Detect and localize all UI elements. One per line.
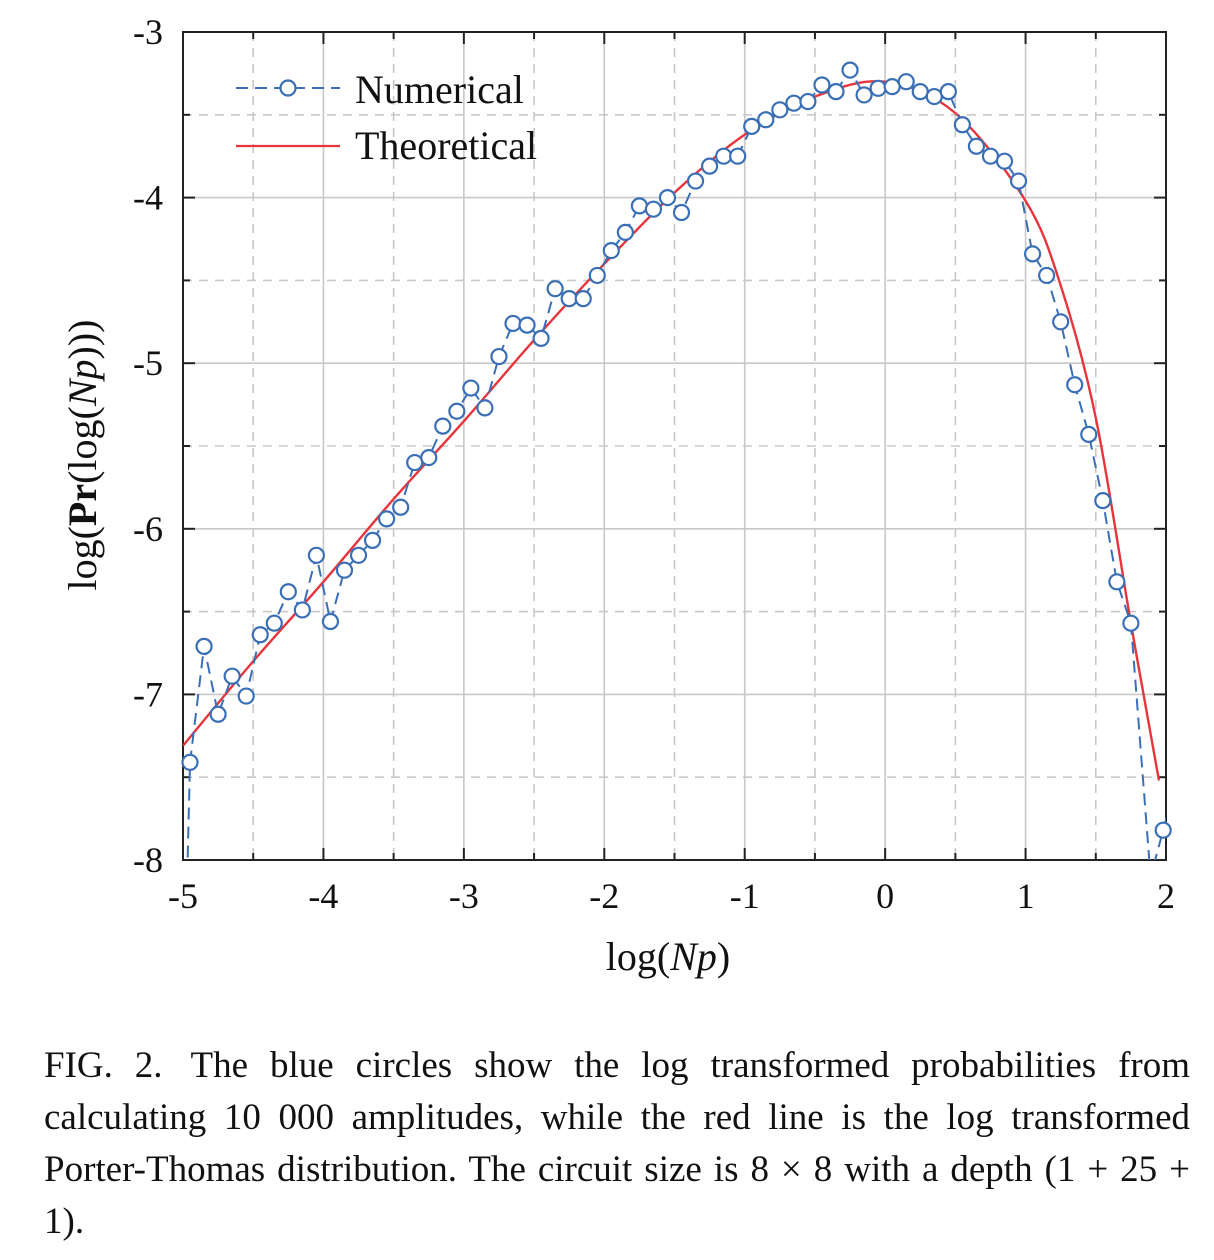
numerical-point (195, 637, 213, 655)
numerical-point (813, 76, 831, 94)
numerical-point (532, 329, 550, 347)
numerical-point (574, 290, 592, 308)
y-tick-label: -6 (133, 509, 163, 549)
numerical-point (1094, 492, 1112, 510)
numerical-point (729, 147, 747, 165)
numerical-point (953, 116, 971, 134)
legend: Numerical Theoretical (236, 67, 537, 168)
numerical-point (1038, 266, 1056, 285)
numerical-point (279, 583, 297, 601)
legend-theoretical-label: Theoretical (355, 123, 537, 168)
y-tick-label: -8 (133, 840, 163, 880)
numerical-point (1108, 573, 1126, 591)
caption-label: FIG. 2. (44, 1045, 163, 1086)
numerical-point (560, 290, 578, 308)
x-tick-label: -2 (589, 876, 619, 916)
y-tick-label: -3 (133, 12, 163, 52)
numerical-point (251, 626, 269, 644)
numerical-point (476, 399, 494, 417)
numerical-point (434, 417, 452, 435)
caption-text: The blue circles show the log transforme… (44, 1045, 1190, 1242)
numerical-point (1009, 172, 1028, 190)
numerical-point (715, 147, 733, 165)
numerical-point (897, 73, 915, 91)
x-tick-label: 1 (1017, 876, 1035, 916)
numerical-point (335, 561, 354, 579)
x-tick-label: -4 (308, 876, 338, 916)
numerical-point (658, 189, 677, 207)
y-axis-label: log(Pr(log(Np))) (60, 319, 105, 590)
figure-caption: FIG. 2. The blue circles show the log tra… (44, 1040, 1190, 1248)
x-tick-label: -1 (730, 876, 760, 916)
y-tick-label: -4 (133, 178, 163, 218)
numerical-point (448, 402, 466, 420)
numerical-point (743, 117, 761, 135)
numerical-point (406, 453, 424, 472)
numerical-point (785, 94, 803, 112)
numerical-point (701, 157, 719, 175)
numerical-point (630, 197, 648, 215)
numerical-point (307, 546, 326, 564)
grid (183, 32, 1166, 860)
numerical-point (363, 531, 382, 549)
numerical-point (237, 687, 255, 705)
chart: -5 -4 -3 -2 -1 0 1 2 -8 -7 -6 -5 -4 -3 Numerical Theo… (60, 12, 1175, 979)
numerical-point (855, 86, 873, 104)
numerical-point (757, 111, 775, 129)
x-tick-label: 2 (1157, 876, 1175, 916)
numerical-point (1122, 614, 1140, 632)
numerical-point (841, 61, 859, 79)
numerical-point (771, 101, 789, 119)
numerical-point (1023, 245, 1042, 263)
numerical-point (209, 705, 227, 723)
numerical-point (911, 83, 929, 101)
numerical-point (490, 347, 508, 366)
numerical-point (827, 83, 845, 101)
numerical-point (967, 137, 986, 155)
numerical-point (546, 280, 564, 298)
numerical-point (799, 92, 817, 111)
axis-ticks: -5 -4 -3 -2 -1 0 1 2 -8 -7 -6 -5 -4 -3 (133, 12, 1175, 916)
numerical-point (378, 510, 396, 528)
numerical-point (181, 753, 199, 771)
numerical-point (616, 223, 634, 241)
numerical-point (939, 83, 957, 101)
numerical-point (321, 612, 340, 631)
numerical-point (686, 172, 705, 190)
numerical-point (1080, 425, 1098, 444)
theoretical-curve (183, 79, 1161, 781)
x-axis-label: log(Np) (606, 934, 730, 979)
numerical-point (420, 448, 438, 467)
numerical-point (981, 147, 1000, 165)
numerical-point (588, 266, 606, 285)
y-tick-label: -5 (133, 343, 163, 383)
numerical-point (1066, 376, 1084, 394)
numerical-point (869, 79, 887, 97)
y-tick-label: -7 (133, 674, 163, 714)
numerical-point (602, 241, 620, 260)
numerical-point (672, 203, 691, 222)
numerical-point (462, 379, 480, 397)
legend-numerical-label: Numerical (355, 67, 524, 112)
numerical-point (1154, 821, 1172, 839)
numerical-point (392, 498, 410, 516)
numerical-point (504, 314, 522, 333)
numerical-point (223, 667, 241, 685)
numerical-point (644, 200, 663, 218)
x-tick-label: -3 (449, 876, 479, 916)
legend-numerical-marker (279, 79, 297, 97)
numerical-point (293, 601, 311, 619)
numerical-point (883, 78, 901, 96)
numerical-point (349, 546, 368, 564)
numerical-point (995, 152, 1014, 170)
numerical-point (925, 87, 943, 106)
numerical-point (265, 614, 283, 632)
numerical-point (518, 316, 536, 334)
numerical-line (186, 68, 1166, 860)
plot-series (181, 61, 1172, 860)
x-tick-label: -5 (168, 876, 198, 916)
x-tick-label: 0 (876, 876, 894, 916)
numerical-point (1052, 313, 1070, 331)
